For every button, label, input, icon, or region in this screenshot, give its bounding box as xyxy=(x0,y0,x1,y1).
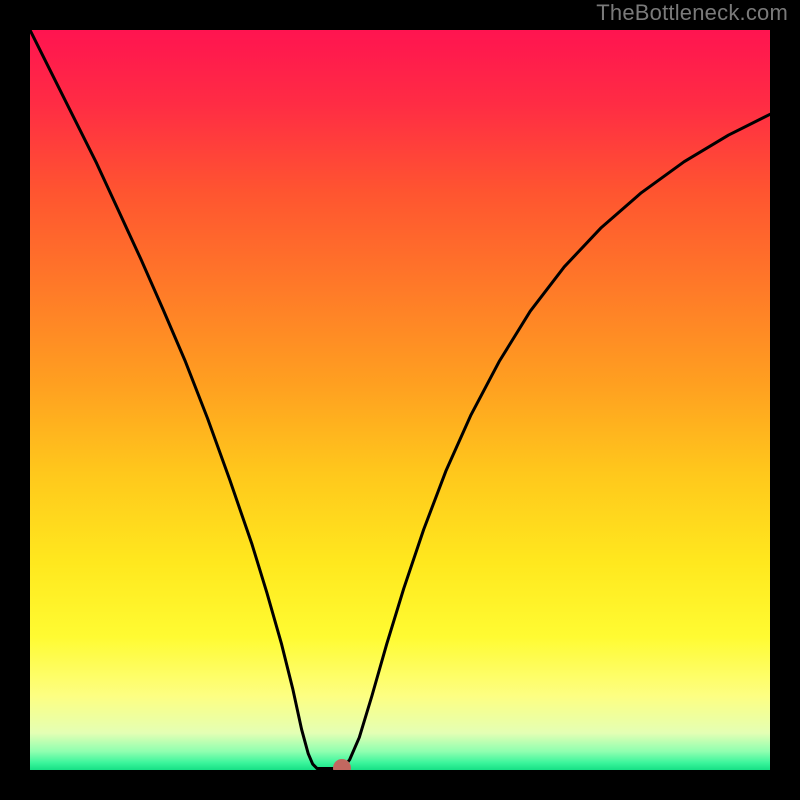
curve-path xyxy=(30,30,770,769)
plot-area xyxy=(30,30,770,770)
cusp-dot xyxy=(333,759,351,770)
bottleneck-curve xyxy=(30,30,770,770)
watermark-text: TheBottleneck.com xyxy=(596,0,788,26)
